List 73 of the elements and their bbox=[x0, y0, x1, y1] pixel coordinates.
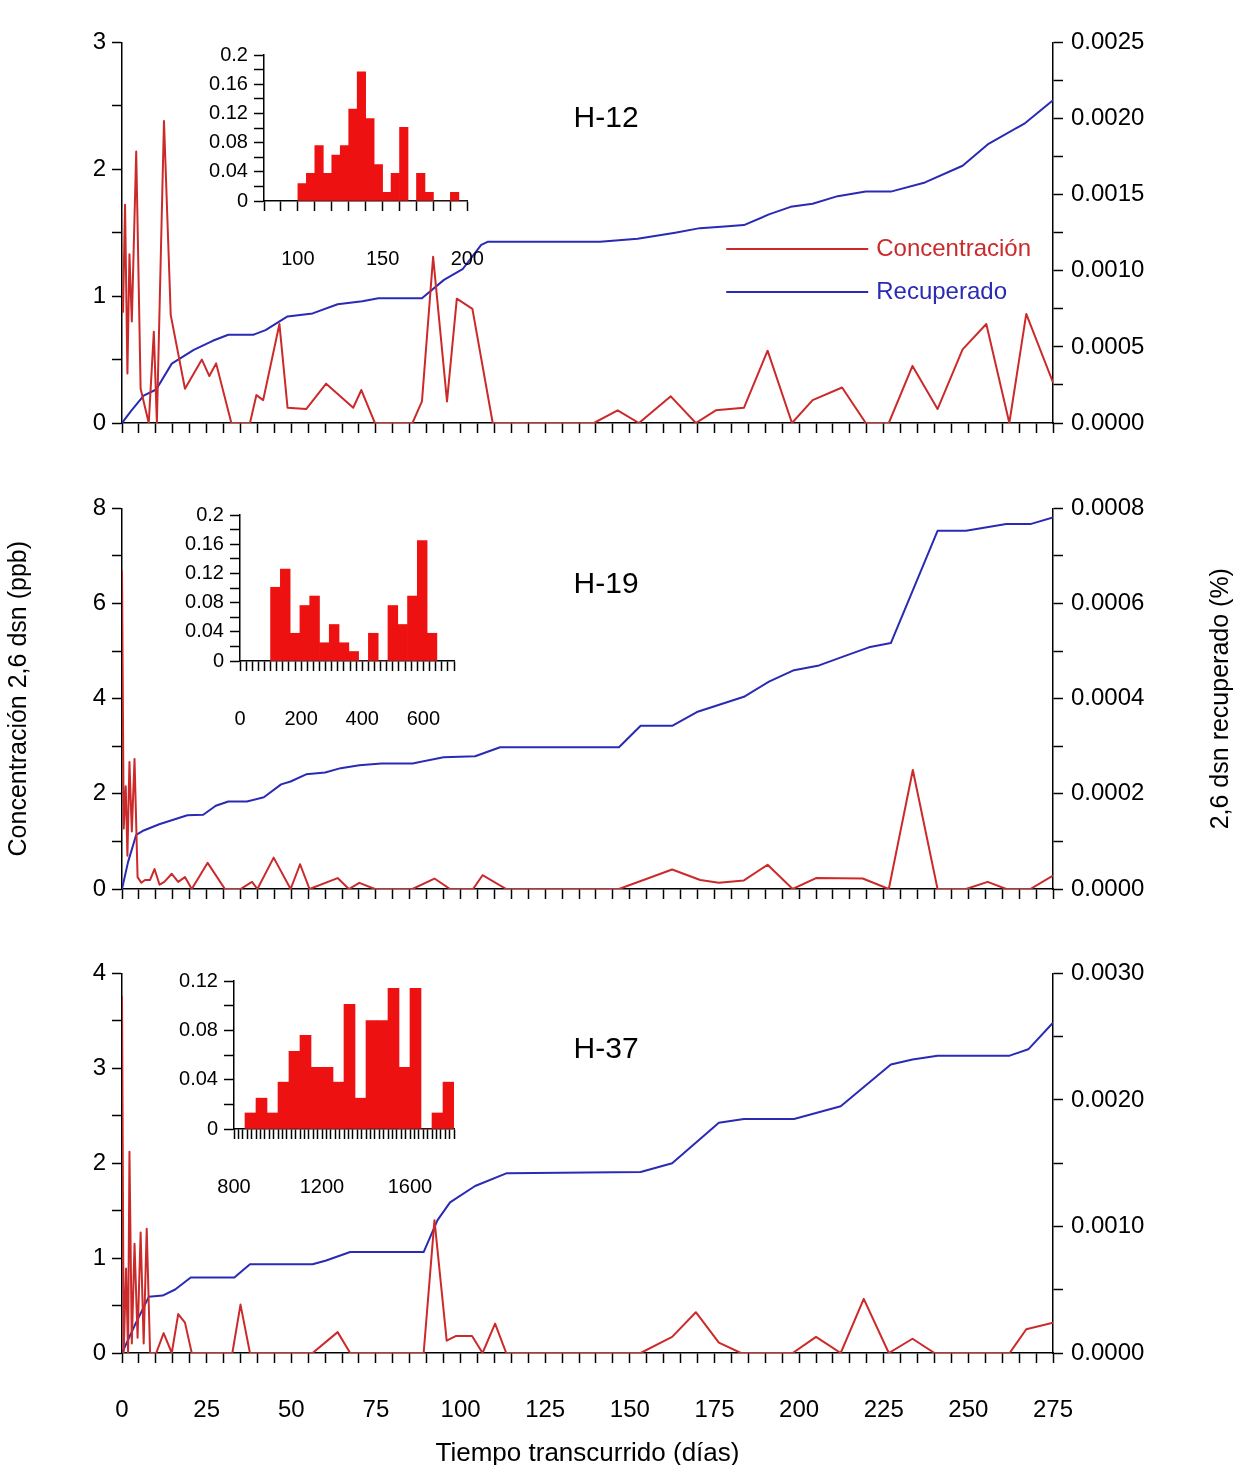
y-tick-label: 0.08 bbox=[179, 1017, 218, 1040]
y2-tick-label: 0.0010 bbox=[1071, 255, 1145, 283]
y2-tick-label: 0.0020 bbox=[1071, 1084, 1145, 1112]
y2-tick-label: 0.0020 bbox=[1071, 103, 1145, 131]
x-tick-label: 150 bbox=[365, 246, 400, 269]
y-tick-label: 0.04 bbox=[185, 619, 224, 642]
y-tick-label: 0.12 bbox=[185, 560, 224, 583]
y-tick-label: 0 bbox=[236, 188, 248, 211]
x-tick-label: 0 bbox=[115, 1395, 129, 1423]
y2-tick-label: 0.0025 bbox=[1071, 27, 1145, 55]
x-tick-label: 1200 bbox=[299, 1174, 345, 1197]
x-tick-label: 275 bbox=[1032, 1395, 1074, 1423]
x-tick-label: 75 bbox=[362, 1395, 390, 1423]
y2-tick-label: 0.0015 bbox=[1071, 179, 1145, 207]
y-tick-label: 4 bbox=[92, 958, 106, 986]
y-tick-label: 6 bbox=[92, 588, 106, 616]
y2-tick-label: 0.0004 bbox=[1071, 683, 1145, 711]
x-tick-label: 200 bbox=[284, 706, 318, 729]
x-tick-label: 100 bbox=[440, 1395, 481, 1423]
y-tick-label: 0.2 bbox=[220, 42, 248, 65]
y-tick-label: 0 bbox=[92, 873, 106, 901]
y2-axis-title: 2,6 dsn recuperado (%) bbox=[1204, 568, 1233, 830]
text: Recuperado bbox=[876, 276, 1008, 304]
y-tick-label: 0.04 bbox=[209, 159, 248, 182]
y2-tick-label: 0.0000 bbox=[1071, 1337, 1145, 1365]
y-tick-label: 2 bbox=[92, 1147, 106, 1175]
y2-tick-label: 0.0008 bbox=[1071, 493, 1145, 521]
y2-tick-label: 0.0000 bbox=[1071, 407, 1145, 435]
y-tick-label: 8 bbox=[92, 493, 106, 521]
x-tick-label: 200 bbox=[779, 1395, 820, 1423]
x-tick-label: 400 bbox=[345, 706, 379, 729]
y-tick-label: 0.16 bbox=[185, 531, 224, 554]
text: H-12 bbox=[573, 99, 639, 133]
y2-tick-label: 0.0002 bbox=[1071, 778, 1145, 806]
y2-tick-label: 0.0010 bbox=[1071, 1211, 1145, 1239]
x-tick-label: 100 bbox=[281, 246, 315, 269]
y-tick-label: 2 bbox=[92, 778, 106, 806]
x-tick-label: 50 bbox=[277, 1395, 305, 1423]
y-tick-label: 0.04 bbox=[179, 1067, 218, 1090]
y-tick-label: 0.08 bbox=[209, 130, 248, 153]
y-tick-label: 3 bbox=[92, 27, 106, 55]
y-tick-label: 0 bbox=[206, 1116, 218, 1139]
y2-tick-label: 0.0000 bbox=[1071, 873, 1145, 901]
x-tick-label: 1600 bbox=[387, 1174, 433, 1197]
x-tick-label: 600 bbox=[406, 706, 441, 729]
y-tick-label: 0.12 bbox=[179, 968, 218, 991]
y-tick-label: 0.2 bbox=[196, 502, 224, 525]
y-tick-label: 0 bbox=[92, 1337, 106, 1365]
x-tick-label: 25 bbox=[193, 1395, 220, 1423]
x-tick-label: 250 bbox=[948, 1395, 989, 1423]
y-tick-label: 0.08 bbox=[185, 590, 224, 613]
y-tick-label: 0 bbox=[92, 407, 106, 435]
y2-tick-label: 0.0005 bbox=[1071, 331, 1145, 359]
y-tick-label: 0.16 bbox=[209, 71, 248, 94]
y2-tick-label: 0.0030 bbox=[1071, 958, 1145, 986]
text: H-19 bbox=[573, 565, 639, 599]
x-tick-label: 150 bbox=[609, 1395, 650, 1423]
x-tick-label: 125 bbox=[525, 1395, 566, 1423]
x-tick-label: 175 bbox=[694, 1395, 735, 1423]
text: Concentración bbox=[876, 233, 1032, 261]
y-tick-label: 4 bbox=[92, 683, 106, 711]
x-tick-label: 225 bbox=[863, 1395, 904, 1423]
y-tick-label: 0.12 bbox=[209, 100, 248, 123]
y2-tick-label: 0.0006 bbox=[1071, 588, 1145, 616]
text: H-37 bbox=[573, 1030, 639, 1064]
y-tick-label: 2 bbox=[92, 153, 106, 181]
y-tick-label: 1 bbox=[92, 280, 106, 308]
x-axis-title: Tiempo transcurrido (días) bbox=[435, 1436, 740, 1465]
x-tick-label: 800 bbox=[217, 1174, 251, 1197]
y-axis-title: Concentración 2,6 dsn (ppb) bbox=[2, 540, 31, 857]
y-tick-label: 3 bbox=[92, 1052, 106, 1080]
y-tick-label: 1 bbox=[92, 1242, 106, 1270]
y-tick-label: 0 bbox=[212, 648, 224, 671]
